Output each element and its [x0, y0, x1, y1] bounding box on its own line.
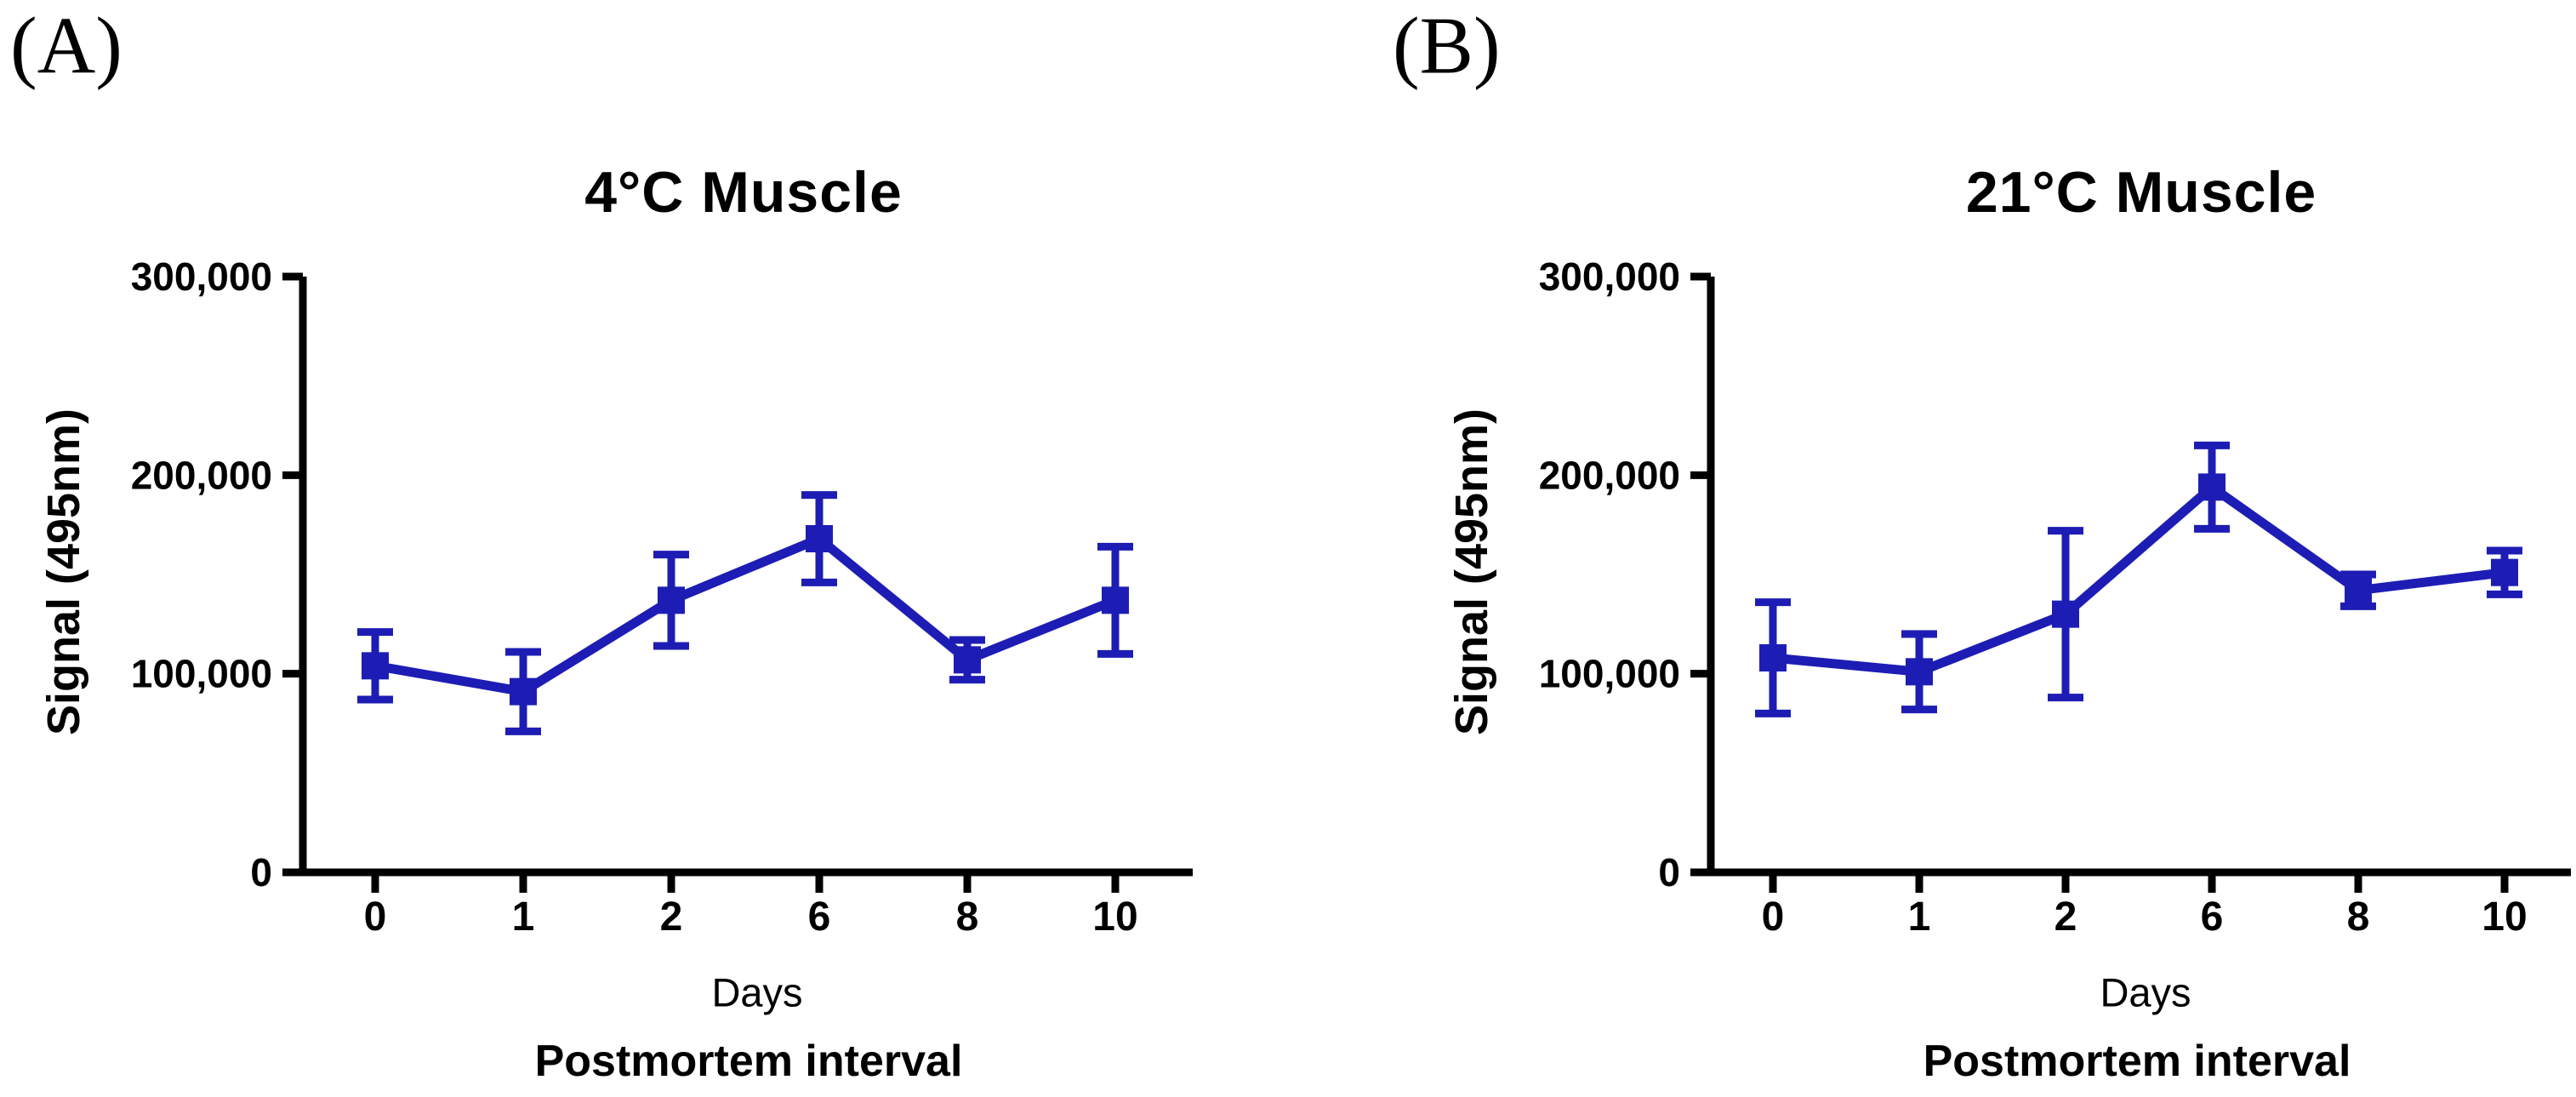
chart-a-data-point-marker [1102, 586, 1129, 614]
chart-b-y-tick-label: 0 [1658, 850, 1680, 894]
chart-a-x-tick-label: 10 [1092, 894, 1137, 940]
chart-b-data-point-marker [2345, 576, 2372, 604]
panel-a-label: (A) [10, 0, 123, 91]
chart-a-x-tick-label: 6 [808, 894, 831, 940]
chart-b-y-axis-title: Signal (495nm) [1446, 408, 1497, 736]
chart-a-x-tick-label: 0 [364, 894, 387, 940]
chart-b-series-line [1772, 481, 2505, 677]
chart-b-data-point-marker [2491, 558, 2518, 586]
chart-a-y-tick-label: 300,000 [131, 254, 272, 299]
chart-b-x-tick-label: 2 [2055, 894, 2077, 940]
chart-a-x-axis-title: Days [711, 969, 803, 1015]
chart-a-data-point-marker [510, 677, 537, 706]
chart-a-x-tick-label: 2 [660, 894, 683, 940]
chart-a-y-tick-label: 100,000 [131, 652, 272, 696]
chart-b-x-axis-subtitle: Postmortem interval [1923, 1037, 2351, 1086]
chart-b-x-axis-title: Days [2100, 969, 2191, 1015]
chart-b-x-tick-label: 1 [1908, 894, 1931, 940]
chart-a-x-axis-subtitle: Postmortem interval [534, 1037, 963, 1086]
chart-b-y-tick-label: 200,000 [1539, 453, 1680, 497]
chart-a-data-point-marker [362, 652, 389, 680]
chart-a-series-line [374, 533, 1118, 697]
chart-b-x-tick-label: 6 [2201, 894, 2224, 940]
chart-b-data-point-marker [1759, 644, 1787, 671]
chart-b-data-point-marker [2198, 473, 2226, 501]
chart-b-y-tick-label: 300,000 [1539, 254, 1680, 299]
chart-a-title: 4°C Muscle [584, 160, 903, 225]
chart-a-y-tick-label: 200,000 [131, 453, 272, 497]
chart-b-data-point-marker [2052, 600, 2079, 628]
chart-a-y-tick-label: 0 [250, 850, 272, 894]
chart-a-data-point-marker [954, 646, 981, 674]
chart-b-x-tick-label: 0 [1762, 894, 1785, 940]
chart-b-x-tick-label: 10 [2482, 894, 2527, 940]
chart-b-x-tick-label: 8 [2347, 894, 2370, 940]
chart-b-data-point-marker [1906, 658, 1933, 686]
chart-a-axis-lines [299, 277, 1193, 877]
chart-a-data-point-marker [806, 525, 833, 552]
chart-b-axis-lines [1707, 277, 2571, 877]
chart-a-x-tick-label: 1 [512, 894, 535, 940]
chart-a-data-point-marker [658, 586, 685, 614]
chart-b-title: 21°C Muscle [1965, 160, 2317, 225]
chart-a-y-axis-title: Signal (495nm) [38, 408, 89, 736]
chart-a-x-tick-label: 8 [956, 894, 979, 940]
chart-b-y-tick-label: 100,000 [1539, 652, 1680, 696]
panel-b-label: (B) [1393, 0, 1501, 91]
